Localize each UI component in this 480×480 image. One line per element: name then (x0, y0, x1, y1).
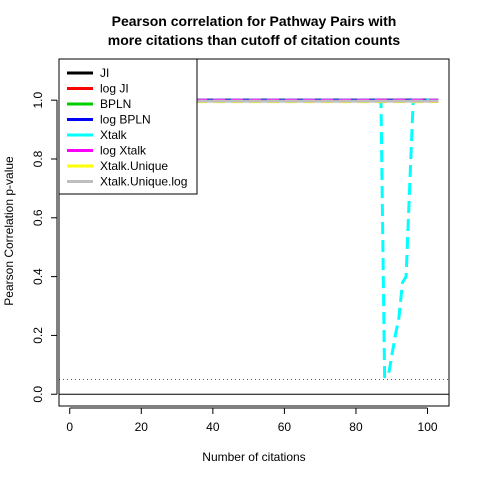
x-tick-label: 40 (206, 420, 220, 434)
x-tick-label: 20 (135, 420, 149, 434)
y-tick-label: 0.4 (31, 268, 45, 285)
x-axis-label: Number of citations (202, 450, 305, 464)
legend-label: BPLN (100, 97, 131, 111)
legend-label: log JI (100, 82, 129, 96)
y-tick-label: 0.8 (31, 150, 45, 167)
legend-label: log BPLN (100, 113, 151, 127)
legend-box (58, 58, 198, 195)
chart-title-line2: more citations than cutoff of citation c… (108, 32, 401, 48)
legend-label: Xtalk (100, 128, 128, 142)
chart-title-line1: Pearson correlation for Pathway Pairs wi… (112, 13, 397, 29)
y-tick-label: 1.0 (31, 92, 45, 109)
plot-frame (58, 58, 450, 407)
y-tick-label: 0.2 (31, 327, 45, 344)
legend-label: Xtalk.Unique (100, 159, 168, 173)
x-tick-label: 0 (66, 420, 73, 434)
legend-label: log Xtalk (100, 144, 147, 158)
x-tick-label: 80 (349, 420, 363, 434)
legend-label: JI (100, 66, 109, 80)
y-tick-label: 0.0 (31, 386, 45, 403)
y-tick-label: 0.6 (31, 209, 45, 226)
legend-label: Xtalk.Unique.log (100, 175, 187, 189)
x-tick-label: 60 (278, 420, 292, 434)
y-axis-label: Pearson Correlation p-value (2, 156, 16, 306)
x-tick-label: 100 (418, 420, 438, 434)
